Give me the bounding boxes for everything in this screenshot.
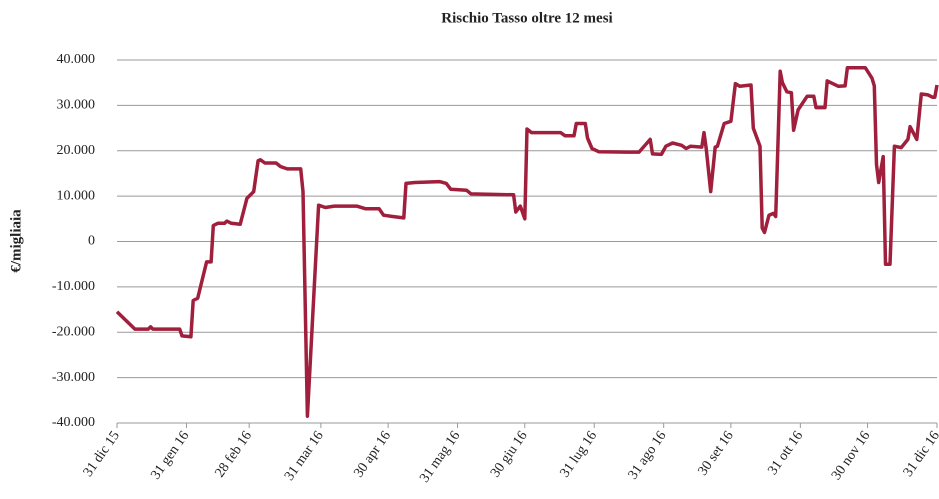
chart-title: Rischio Tasso oltre 12 mesi: [441, 10, 612, 26]
x-tick-label: 31 gen 16: [148, 429, 192, 483]
x-tick-label: 28 feb 16: [212, 429, 255, 481]
x-tick-label: 31 mar 16: [282, 429, 327, 484]
y-tick-label: 30.000: [57, 98, 96, 113]
x-tick-label: 30 set 16: [696, 429, 737, 479]
y-tick-label: 40.000: [57, 52, 96, 67]
y-tick-label: -40.000: [52, 415, 95, 430]
y-tick-label: -20.000: [52, 324, 95, 339]
x-tick-label: 31 dic 15: [81, 429, 123, 480]
y-tick-label: 0: [88, 234, 95, 249]
x-tick-label: 31 mag 16: [417, 429, 463, 486]
x-tick-label: 31 ott 16: [765, 429, 806, 478]
y-tick-label: -10.000: [52, 279, 95, 294]
x-tick-label: 30 giu 16: [488, 429, 531, 481]
x-tick-label: 30 apr 16: [351, 429, 394, 481]
x-tick-label: 31 ago 16: [626, 429, 670, 483]
y-tick-label: -30.000: [52, 370, 95, 385]
x-tick-label: 30 nov 16: [829, 429, 873, 483]
y-axis-label: €/migliaia: [8, 209, 24, 273]
y-tick-label: 20.000: [57, 143, 96, 158]
series-line: [115, 65, 939, 418]
x-tick-label: 31 lug 16: [558, 429, 601, 481]
y-tick-label: 10.000: [57, 188, 96, 203]
x-tick-label: 31 dic 16: [901, 429, 939, 480]
